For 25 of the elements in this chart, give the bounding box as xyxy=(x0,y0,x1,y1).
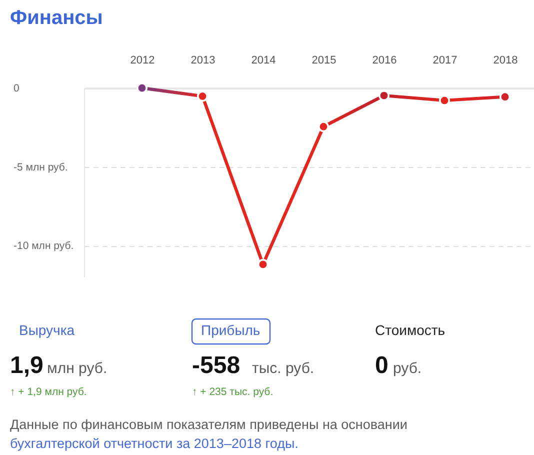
x-tick-label: 2018 xyxy=(493,54,518,66)
text: Стоимость xyxy=(375,322,446,338)
text: Выручка xyxy=(19,322,75,338)
text: руб. xyxy=(393,360,422,377)
text: ↑ + 235 тыс. руб. xyxy=(192,386,274,398)
x-tick-label: 2017 xyxy=(432,54,458,66)
text: тыс. руб. xyxy=(252,360,314,377)
text: 0 xyxy=(375,352,388,379)
point xyxy=(136,82,148,94)
x-tick-label: 2012 xyxy=(130,54,155,66)
text: 1,9 xyxy=(10,352,44,379)
text: -558 xyxy=(192,352,240,379)
chart-title: Финансы xyxy=(10,7,103,29)
text: Данные по финансовым показателям приведены на основании xyxy=(10,417,408,432)
y-tick-label: 0 xyxy=(14,82,20,94)
x-tick-label: 2016 xyxy=(372,54,397,66)
x-tick-label: 2015 xyxy=(312,54,336,66)
x-tick-label: 2013 xyxy=(190,54,216,66)
text: бухгалтерской отчетности за 2013–2018 годы. xyxy=(10,436,298,451)
y-tick-label: -10 млн руб. xyxy=(14,240,74,252)
x-tick-label: 2014 xyxy=(251,54,276,66)
text: Прибыль xyxy=(201,322,260,338)
text: ↑ + 1,9 млн руб. xyxy=(10,386,87,398)
text: млн руб. xyxy=(47,360,108,377)
y-tick-label: -5 млн руб. xyxy=(14,161,68,174)
